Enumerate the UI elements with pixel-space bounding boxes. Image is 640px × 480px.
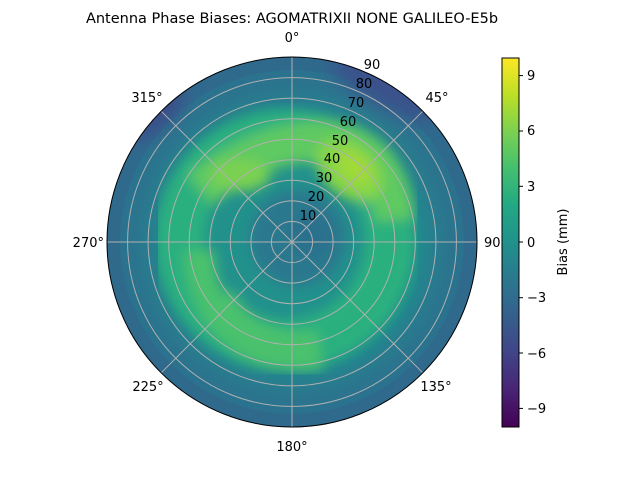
chart-title: Antenna Phase Biases: AGOMATRIXII NONE G… xyxy=(86,11,498,27)
colorbar-tick: 6 xyxy=(527,124,535,139)
tick-135deg: 135° xyxy=(420,380,451,395)
radial-tick-labels: 10 20 30 40 50 60 70 80 90 xyxy=(300,58,381,224)
tick-315deg: 315° xyxy=(131,91,162,106)
tick-225deg: 225° xyxy=(132,380,163,395)
radial-tick-40: 40 xyxy=(324,152,341,167)
tick-180deg: 180° xyxy=(276,440,307,455)
colorbar-tick: −9 xyxy=(527,402,546,417)
colorbar-tick: 3 xyxy=(527,180,535,195)
colorbar-tick: −3 xyxy=(527,291,546,306)
radial-tick-50: 50 xyxy=(332,134,349,149)
colorbar-tick: 0 xyxy=(527,236,535,251)
tick-90deg: 90° xyxy=(484,236,507,251)
radial-tick-90: 90 xyxy=(364,58,381,73)
colorbar-gradient xyxy=(501,57,520,428)
radial-tick-80: 80 xyxy=(356,77,373,92)
colorbar-tick: −6 xyxy=(527,347,546,362)
polar-frame xyxy=(106,56,478,428)
radial-tick-30: 30 xyxy=(316,171,333,186)
colorbar-label: Bias (mm) xyxy=(556,209,571,276)
tick-270deg: 270° xyxy=(73,236,104,251)
colorbar-tick: 9 xyxy=(527,69,535,84)
radial-tick-70: 70 xyxy=(348,96,365,111)
radial-tick-60: 60 xyxy=(340,115,357,130)
radial-tick-20: 20 xyxy=(308,190,325,205)
angular-tick-labels: 0° 45° 90° 135° 180° 225° 270° 315° xyxy=(73,31,507,455)
tick-0deg: 0° xyxy=(285,31,300,46)
tick-45deg: 45° xyxy=(425,91,448,106)
colorbar: 9 6 3 0 −3 −6 −9 Bias (mm) xyxy=(501,57,571,428)
polar-grid xyxy=(107,57,477,427)
radial-tick-10: 10 xyxy=(300,209,317,224)
